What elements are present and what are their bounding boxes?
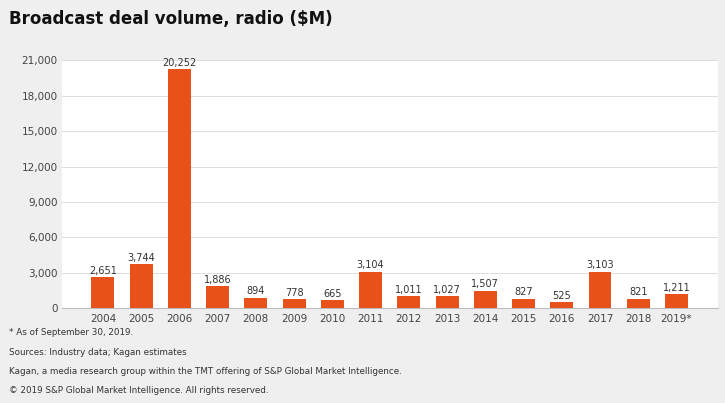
Bar xyxy=(359,272,382,308)
Bar xyxy=(550,302,573,308)
Bar xyxy=(321,301,344,308)
Bar xyxy=(206,286,229,308)
Text: 827: 827 xyxy=(514,287,533,297)
Text: * As of September 30, 2019.: * As of September 30, 2019. xyxy=(9,328,133,337)
Text: 525: 525 xyxy=(552,291,571,301)
Text: 1,507: 1,507 xyxy=(471,279,500,289)
Text: © 2019 S&P Global Market Intelligence. All rights reserved.: © 2019 S&P Global Market Intelligence. A… xyxy=(9,386,268,395)
Bar xyxy=(626,299,650,308)
Text: 20,252: 20,252 xyxy=(162,58,196,68)
Bar xyxy=(436,296,458,308)
Bar xyxy=(283,299,305,308)
Text: 821: 821 xyxy=(629,287,647,297)
Text: 1,211: 1,211 xyxy=(663,283,690,293)
Text: Broadcast deal volume, radio ($M): Broadcast deal volume, radio ($M) xyxy=(9,10,332,28)
Bar xyxy=(474,291,497,308)
Text: 3,103: 3,103 xyxy=(587,260,614,270)
Text: Kagan, a media research group within the TMT offering of S&P Global Market Intel: Kagan, a media research group within the… xyxy=(9,367,402,376)
Bar xyxy=(512,299,535,308)
Text: 1,886: 1,886 xyxy=(204,274,231,285)
Text: 1,011: 1,011 xyxy=(395,285,423,295)
Bar xyxy=(168,69,191,308)
Bar xyxy=(130,264,153,308)
Bar xyxy=(244,298,268,308)
Text: 665: 665 xyxy=(323,289,341,299)
Text: 3,744: 3,744 xyxy=(128,253,155,263)
Text: 1,027: 1,027 xyxy=(433,285,461,295)
Text: Sources: Industry data; Kagan estimates: Sources: Industry data; Kagan estimates xyxy=(9,348,186,357)
Text: 778: 778 xyxy=(285,288,303,298)
Text: 3,104: 3,104 xyxy=(357,260,384,270)
Bar xyxy=(397,296,420,308)
Text: 894: 894 xyxy=(247,286,265,296)
Bar xyxy=(91,277,115,308)
Bar xyxy=(665,294,688,308)
Bar xyxy=(589,272,611,308)
Text: 2,651: 2,651 xyxy=(89,266,117,276)
